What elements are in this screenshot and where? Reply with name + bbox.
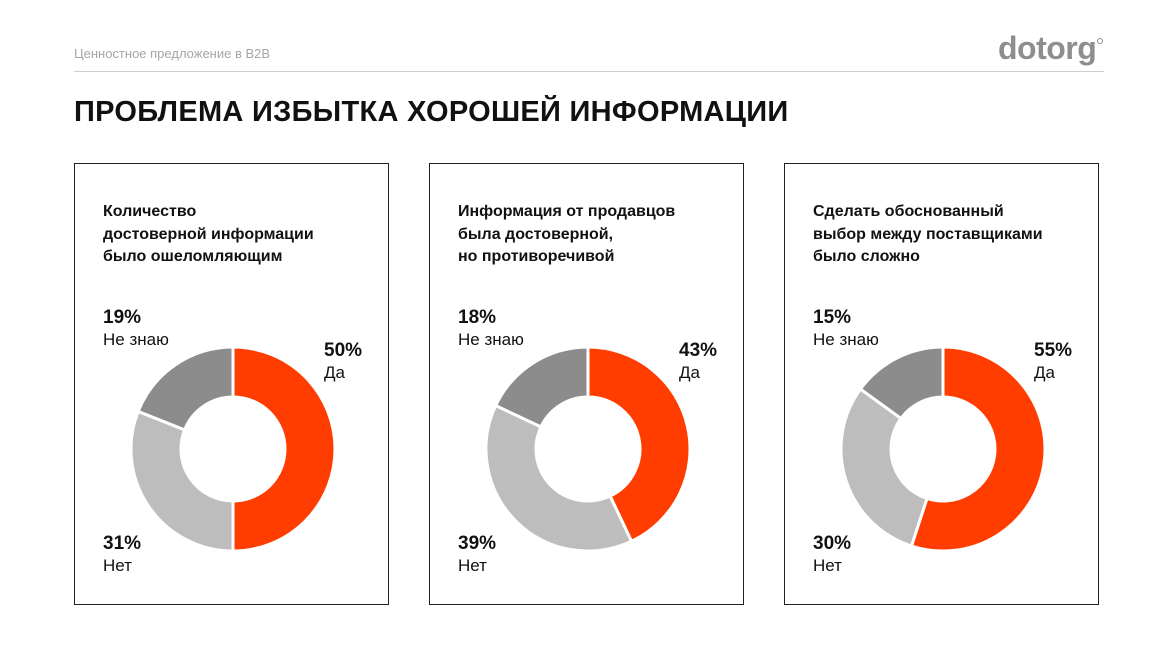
slice-unknown bbox=[493, 345, 590, 429]
label-yes-name: Да bbox=[679, 363, 700, 382]
label-unknown-name: Не знаю bbox=[813, 330, 879, 349]
registered-mark-icon bbox=[1097, 38, 1103, 44]
slice-no bbox=[484, 403, 634, 553]
label-unknown: 15% Не знаю bbox=[813, 307, 879, 351]
label-no: 39% Нет bbox=[458, 533, 496, 577]
slice-no bbox=[839, 386, 929, 548]
label-yes: 43% Да bbox=[679, 340, 717, 384]
slice-yes bbox=[586, 345, 692, 544]
label-no-name: Нет bbox=[813, 556, 842, 575]
chart-card-2: Информация от продавцов была достоверной… bbox=[429, 163, 744, 605]
label-no: 31% Нет bbox=[103, 533, 141, 577]
slice-yes bbox=[909, 345, 1047, 553]
label-unknown: 18% Не знаю bbox=[458, 307, 524, 351]
label-unknown-name: Не знаю bbox=[103, 330, 169, 349]
presentation-subtitle: Ценностное предложение в B2B bbox=[74, 46, 271, 61]
slice-no bbox=[129, 409, 235, 553]
label-yes-name: Да bbox=[324, 363, 345, 382]
label-unknown-percent: 15% bbox=[813, 307, 852, 328]
label-yes-name: Да bbox=[1034, 363, 1055, 382]
label-no-percent: 30% bbox=[813, 533, 852, 554]
header-divider bbox=[74, 71, 1104, 72]
label-yes-percent: 50% bbox=[324, 340, 363, 361]
label-yes: 55% Да bbox=[1034, 340, 1072, 384]
label-unknown-name: Не знаю bbox=[458, 330, 524, 349]
donut-chart bbox=[839, 345, 1047, 553]
dotorg-logo: dotorg bbox=[998, 30, 1097, 66]
label-no-percent: 31% bbox=[103, 533, 142, 554]
chart-title: Количество достоверной информации было о… bbox=[103, 203, 314, 265]
chart-card-3: Сделать обоснованный выбор между поставщ… bbox=[784, 163, 1099, 605]
label-no: 30% Нет bbox=[813, 533, 851, 577]
chart-title: Информация от продавцов была достоверной… bbox=[458, 203, 676, 265]
label-no-name: Нет bbox=[458, 556, 487, 575]
donut-chart bbox=[129, 345, 337, 553]
chart-title: Сделать обоснованный выбор между поставщ… bbox=[813, 203, 1043, 265]
chart-card-1: Количество достоверной информации было о… bbox=[74, 163, 389, 605]
slice-yes bbox=[231, 345, 337, 553]
slice-unknown bbox=[858, 345, 945, 421]
label-yes-percent: 55% bbox=[1034, 340, 1073, 361]
label-no-name: Нет bbox=[103, 556, 132, 575]
label-yes-percent: 43% bbox=[679, 340, 718, 361]
donut-chart bbox=[484, 345, 692, 553]
page-title: ПРОБЛЕМА ИЗБЫТКА ХОРОШЕЙ ИНФОРМАЦИИ bbox=[74, 96, 789, 128]
label-yes: 50% Да bbox=[324, 340, 362, 384]
slice-unknown bbox=[136, 345, 235, 432]
label-no-percent: 39% bbox=[458, 533, 497, 554]
label-unknown-percent: 18% bbox=[458, 307, 497, 328]
label-unknown-percent: 19% bbox=[103, 307, 142, 328]
label-unknown: 19% Не знаю bbox=[103, 307, 169, 351]
